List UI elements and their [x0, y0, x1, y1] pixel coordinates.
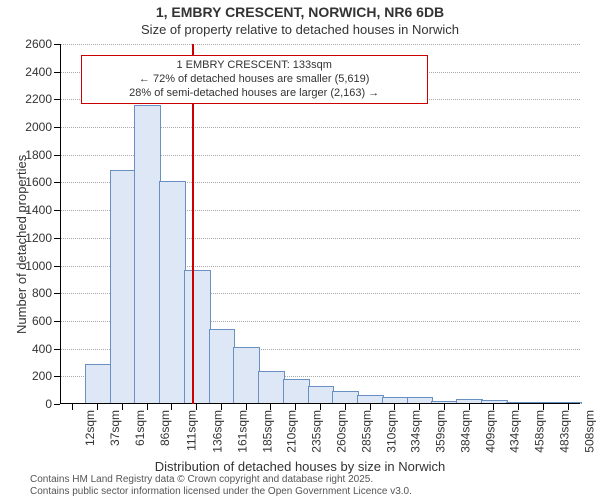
x-tick [469, 404, 470, 410]
y-tick-label: 600 [32, 314, 52, 328]
bar [308, 386, 335, 404]
bar [233, 347, 260, 404]
x-tick [543, 404, 544, 410]
x-tick [444, 404, 445, 410]
y-tick-label: 2000 [25, 120, 52, 134]
x-axis-label: Distribution of detached houses by size … [0, 459, 600, 474]
x-tick [295, 404, 296, 410]
x-tick-label: 285sqm [359, 410, 373, 453]
x-tick-label: 310sqm [384, 410, 398, 453]
y-tick-label: 1800 [25, 148, 52, 162]
y-tick-label: 1400 [25, 203, 52, 217]
x-tick [196, 404, 197, 410]
x-tick [518, 404, 519, 410]
y-tick-label: 1000 [25, 259, 52, 273]
attribution-line-1: Contains HM Land Registry data © Crown c… [30, 474, 590, 486]
x-tick-label: 111sqm [185, 410, 199, 451]
x-tick [97, 404, 98, 410]
x-tick-label: 235sqm [310, 410, 324, 453]
annotation-line: 28% of semi-detached houses are larger (… [88, 87, 421, 101]
bar [209, 329, 236, 404]
bar [134, 105, 161, 404]
x-tick-label: 508sqm [582, 410, 596, 453]
x-tick-label: 210sqm [285, 410, 299, 453]
x-tick [493, 404, 494, 410]
x-tick-label: 37sqm [108, 410, 122, 446]
x-tick-label: 136sqm [211, 410, 225, 453]
y-tick-label: 2400 [25, 65, 52, 79]
chart-subtitle: Size of property relative to detached ho… [0, 22, 600, 37]
bar [110, 170, 137, 404]
x-tick-label: 185sqm [260, 410, 274, 453]
bar [85, 364, 112, 404]
x-tick-label: 334sqm [409, 410, 423, 453]
x-tick-label: 86sqm [158, 410, 172, 446]
y-tick-label: 400 [32, 342, 52, 356]
x-tick-label: 359sqm [433, 410, 447, 453]
x-tick [345, 404, 346, 410]
y-axis-line [60, 44, 61, 404]
x-tick-label: 260sqm [334, 410, 348, 453]
annotation-line: 1 EMBRY CRESCENT: 133sqm [88, 59, 421, 73]
x-tick-label: 61sqm [133, 410, 147, 446]
attribution: Contains HM Land Registry data © Crown c… [30, 474, 590, 498]
y-tick-label: 1600 [25, 175, 52, 189]
x-tick [370, 404, 371, 410]
x-tick [147, 404, 148, 410]
chart-title: 1, EMBRY CRESCENT, NORWICH, NR6 6DB [0, 4, 600, 20]
y-tick-label: 2200 [25, 92, 52, 106]
x-tick-label: 384sqm [458, 410, 472, 453]
annotation-box: 1 EMBRY CRESCENT: 133sqm← 72% of detache… [81, 55, 428, 104]
annotation-line: ← 72% of detached houses are smaller (5,… [88, 73, 421, 87]
bar [184, 270, 211, 404]
x-tick [568, 404, 569, 410]
x-tick [221, 404, 222, 410]
bar [283, 379, 310, 404]
x-tick-label: 161sqm [235, 410, 249, 453]
x-tick-label: 483sqm [557, 410, 571, 453]
x-tick [320, 404, 321, 410]
y-tick-label: 2600 [25, 37, 52, 51]
x-tick [270, 404, 271, 410]
x-tick [72, 404, 73, 410]
x-tick-label: 12sqm [83, 410, 97, 446]
x-tick-label: 409sqm [483, 410, 497, 453]
y-tick-label: 1200 [25, 231, 52, 245]
bar [332, 391, 359, 404]
bar [159, 181, 186, 404]
bar [258, 371, 285, 404]
y-tick [54, 404, 60, 405]
x-tick-label: 434sqm [508, 410, 522, 453]
x-tick [122, 404, 123, 410]
x-tick [246, 404, 247, 410]
x-axis-line [60, 403, 580, 404]
x-tick [394, 404, 395, 410]
y-tick-label: 0 [45, 397, 52, 411]
x-tick [419, 404, 420, 410]
attribution-line-2: Contains public sector information licen… [30, 486, 590, 498]
y-tick-label: 800 [32, 286, 52, 300]
x-tick [171, 404, 172, 410]
plot-area: 0200400600800100012001400160018002000220… [60, 44, 580, 404]
x-tick-label: 458sqm [532, 410, 546, 453]
y-tick-label: 200 [32, 369, 52, 383]
